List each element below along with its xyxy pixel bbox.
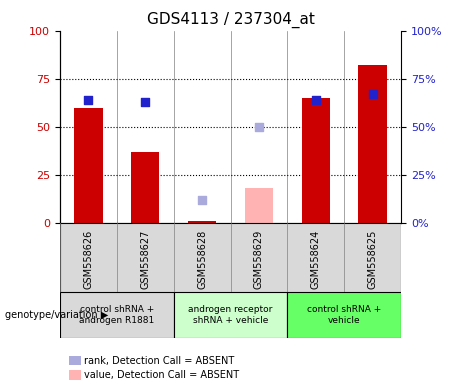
Title: GDS4113 / 237304_at: GDS4113 / 237304_at bbox=[147, 12, 314, 28]
Text: control shRNA +
vehicle: control shRNA + vehicle bbox=[307, 305, 381, 324]
Bar bbox=[245, 188, 273, 223]
Text: GSM558626: GSM558626 bbox=[83, 230, 94, 289]
Text: rank, Detection Call = ABSENT: rank, Detection Call = ABSENT bbox=[84, 356, 235, 366]
Bar bbox=[287, 292, 401, 338]
Bar bbox=[60, 292, 174, 338]
Text: GSM558628: GSM558628 bbox=[197, 230, 207, 289]
Text: GSM558629: GSM558629 bbox=[254, 230, 264, 289]
Point bbox=[255, 124, 263, 130]
Point bbox=[312, 97, 319, 103]
Text: control shRNA +
androgen R1881: control shRNA + androgen R1881 bbox=[79, 305, 154, 324]
Text: GSM558624: GSM558624 bbox=[311, 230, 321, 289]
Bar bbox=[174, 292, 287, 338]
Bar bbox=[131, 152, 160, 223]
Bar bbox=[74, 108, 102, 223]
Text: GSM558625: GSM558625 bbox=[367, 230, 378, 289]
Point bbox=[369, 91, 376, 97]
Text: genotype/variation ▶: genotype/variation ▶ bbox=[5, 310, 108, 320]
Point bbox=[198, 197, 206, 203]
Bar bbox=[188, 221, 216, 223]
Bar bbox=[358, 65, 387, 223]
Point bbox=[142, 99, 149, 105]
Bar bbox=[301, 98, 330, 223]
Text: value, Detection Call = ABSENT: value, Detection Call = ABSENT bbox=[84, 370, 239, 380]
Text: androgen receptor
shRNA + vehicle: androgen receptor shRNA + vehicle bbox=[188, 305, 273, 324]
Text: GSM558627: GSM558627 bbox=[140, 230, 150, 289]
Point bbox=[85, 97, 92, 103]
